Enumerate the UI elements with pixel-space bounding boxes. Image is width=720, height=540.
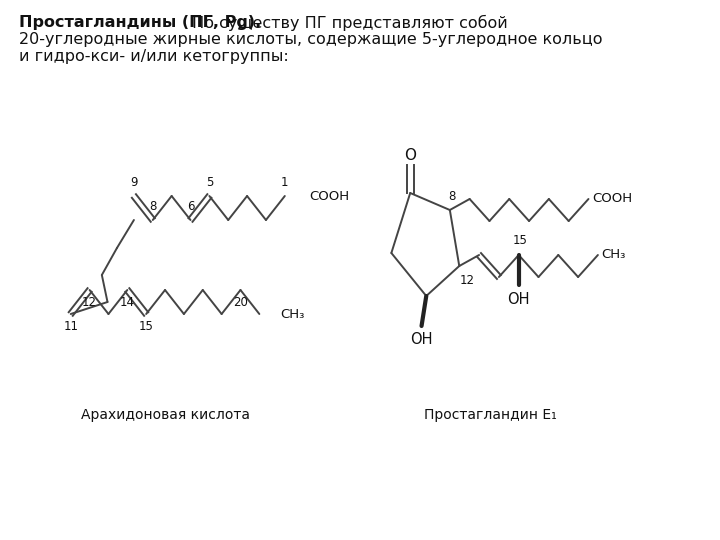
Text: O: O	[404, 147, 416, 163]
Text: OH: OH	[410, 333, 433, 348]
Text: 6: 6	[186, 200, 194, 213]
Text: CH₃: CH₃	[602, 248, 626, 261]
Text: По существу ПГ представляют собой: По существу ПГ представляют собой	[186, 15, 508, 31]
Text: 12: 12	[459, 273, 474, 287]
Text: COOH: COOH	[310, 190, 349, 202]
Text: Простагландин Е₁: Простагландин Е₁	[424, 408, 557, 422]
Text: 1: 1	[281, 177, 289, 190]
Text: OH: OH	[508, 292, 530, 307]
Text: 8: 8	[448, 190, 456, 202]
Text: 9: 9	[130, 177, 138, 190]
Text: 11: 11	[63, 321, 78, 334]
Text: 20-углеродные жирные кислоты, содержащие 5-углеродное кольцо: 20-углеродные жирные кислоты, содержащие…	[19, 32, 603, 47]
Text: 12: 12	[82, 296, 97, 309]
Text: и гидро-кси- и/или кетогруппы:: и гидро-кси- и/или кетогруппы:	[19, 49, 289, 64]
Text: Простагландины (ПГ, Pg).: Простагландины (ПГ, Pg).	[19, 15, 261, 30]
Text: 20: 20	[233, 296, 248, 309]
Text: 14: 14	[120, 296, 135, 309]
Text: 8: 8	[149, 200, 156, 213]
Text: Арахидоновая кислота: Арахидоновая кислота	[81, 408, 250, 422]
Text: CH₃: CH₃	[280, 307, 305, 321]
Text: 15: 15	[139, 321, 153, 334]
Text: COOH: COOH	[593, 192, 632, 206]
Text: 5: 5	[206, 177, 213, 190]
Text: 15: 15	[513, 234, 528, 247]
